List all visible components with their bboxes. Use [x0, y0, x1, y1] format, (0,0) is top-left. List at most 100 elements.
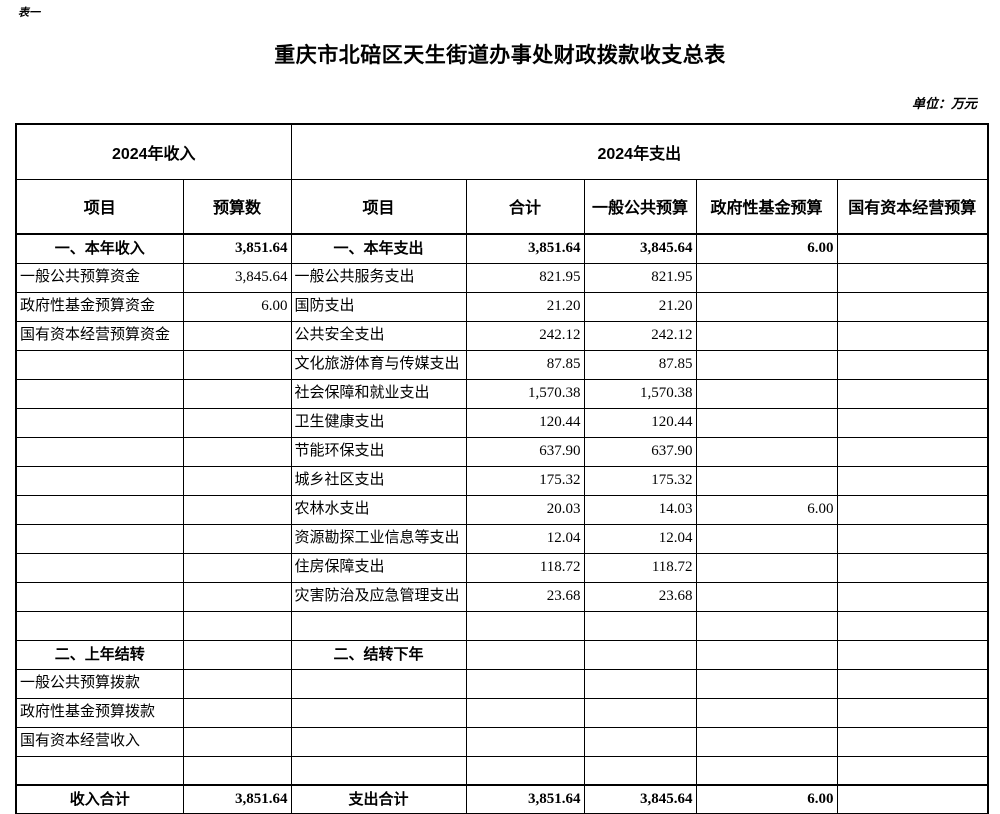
expense-total-cell: 21.20: [465, 291, 585, 322]
expense-general-cell: 14.03: [583, 494, 697, 525]
expense-fund-cell: 6.00: [695, 494, 838, 525]
expense-general-cell: 3,845.64: [583, 784, 697, 814]
expense-capital-cell: [836, 349, 989, 380]
income-item-cell: 国有资本经营预算资金: [15, 320, 184, 351]
income-item-cell: 政府性基金预算资金: [15, 291, 184, 322]
income-item-cell: [15, 552, 184, 583]
expense-total-cell: 20.03: [465, 494, 585, 525]
expense-fund-cell: [695, 581, 838, 612]
expense-fund-cell: [695, 320, 838, 351]
expense-item-cell: 卫生健康支出: [290, 407, 467, 438]
income-item-cell: [15, 755, 184, 786]
expense-total-cell: 3,851.64: [465, 784, 585, 814]
income-item-cell: 一般公共预算拨款: [15, 668, 184, 699]
expense-item-cell: [290, 697, 467, 728]
expense-item-cell: [290, 668, 467, 699]
expense-capital-cell: [836, 523, 989, 554]
expense-total-cell: [465, 610, 585, 641]
expense-state-capital-header: 国有资本经营预算: [836, 178, 989, 235]
expense-total-cell: [465, 639, 585, 670]
expense-general-cell: 23.68: [583, 581, 697, 612]
expense-capital-cell: [836, 755, 989, 786]
expense-total-cell: [465, 726, 585, 757]
expense-general-cell: [583, 726, 697, 757]
expense-capital-cell: [836, 262, 989, 293]
income-item-cell: 一、本年收入: [15, 233, 184, 264]
column-header-row: 项目 预算数 项目 合计 一般公共预算 政府性基金预算 国有资本经营预算: [15, 178, 989, 235]
expense-total-cell: [465, 668, 585, 699]
table-body: 一、本年收入 3,851.64 一、本年支出 3,851.64 3,845.64 6.00…: [15, 233, 989, 814]
income-budget-cell: 3,851.64: [182, 233, 292, 264]
expense-group-header: 2024年支出: [290, 123, 989, 180]
income-budget-cell: [182, 581, 292, 612]
table-row: 政府性基金预算资金 6.00 国防支出 21.20 21.20: [15, 291, 989, 322]
income-budget-cell: [182, 610, 292, 641]
table-row: 一般公共预算拨款: [15, 668, 989, 699]
income-item-cell: [15, 610, 184, 641]
expense-general-cell: 12.04: [583, 523, 697, 554]
expense-capital-cell: [836, 610, 989, 641]
expense-fund-cell: [695, 639, 838, 670]
expense-total-header: 合计: [465, 178, 585, 235]
income-group-header: 2024年收入: [15, 123, 292, 180]
expense-fund-cell: [695, 349, 838, 380]
income-item-cell: 政府性基金预算拨款: [15, 697, 184, 728]
table-row: 国有资本经营收入: [15, 726, 989, 757]
expense-total-cell: 120.44: [465, 407, 585, 438]
page-title: 重庆市北碚区天生街道办事处财政拨款收支总表: [274, 44, 726, 67]
income-item-cell: [15, 407, 184, 438]
table-row: 文化旅游体育与传媒支出 87.85 87.85: [15, 349, 989, 380]
income-budget-cell: [182, 465, 292, 496]
expense-general-cell: 637.90: [583, 436, 697, 467]
expense-total-cell: 175.32: [465, 465, 585, 496]
income-budget-cell: [182, 378, 292, 409]
table-row: 灾害防治及应急管理支出 23.68 23.68: [15, 581, 989, 612]
expense-item-cell: 一般公共服务支出: [290, 262, 467, 293]
table-row: 农林水支出 20.03 14.03 6.00: [15, 494, 989, 525]
expense-general-cell: 1,570.38: [583, 378, 697, 409]
expense-capital-cell: [836, 407, 989, 438]
expense-capital-cell: [836, 465, 989, 496]
income-item-cell: [15, 436, 184, 467]
table-row: 二、上年结转 二、结转下年: [15, 639, 989, 670]
income-item-cell: 二、上年结转: [15, 639, 184, 670]
expense-item-cell: 住房保障支出: [290, 552, 467, 583]
expense-general-cell: 3,845.64: [583, 233, 697, 264]
expense-capital-cell: [836, 320, 989, 351]
expense-item-cell: 灾害防治及应急管理支出: [290, 581, 467, 612]
expense-item-cell: 资源勘探工业信息等支出: [290, 523, 467, 554]
expense-item-cell: [290, 610, 467, 641]
income-budget-cell: [182, 697, 292, 728]
expense-item-cell: [290, 726, 467, 757]
expense-fund-cell: [695, 697, 838, 728]
expense-general-cell: [583, 639, 697, 670]
summary-table: 2024年收入 2024年支出 项目 预算数 项目 合计 一般公共预算 政府性基…: [15, 123, 990, 814]
table-row: 社会保障和就业支出 1,570.38 1,570.38: [15, 378, 989, 409]
income-budget-cell: 3,845.64: [182, 262, 292, 293]
expense-general-cell: 175.32: [583, 465, 697, 496]
expense-fund-cell: [695, 668, 838, 699]
expense-general-cell: 120.44: [583, 407, 697, 438]
expense-capital-cell: [836, 552, 989, 583]
income-budget-cell: [182, 639, 292, 670]
table-row: [15, 610, 989, 641]
sheet-label: 表一: [18, 7, 40, 19]
table-row: [15, 755, 989, 786]
expense-total-cell: 118.72: [465, 552, 585, 583]
expense-fund-cell: [695, 262, 838, 293]
expense-total-cell: 242.12: [465, 320, 585, 351]
expense-item-header: 项目: [290, 178, 467, 235]
income-budget-cell: 3,851.64: [182, 784, 292, 814]
expense-total-cell: 637.90: [465, 436, 585, 467]
expense-item-cell: 国防支出: [290, 291, 467, 322]
income-item-cell: 国有资本经营收入: [15, 726, 184, 757]
income-budget-cell: [182, 726, 292, 757]
income-item-cell: [15, 523, 184, 554]
expense-total-cell: [465, 755, 585, 786]
income-budget-cell: 6.00: [182, 291, 292, 322]
expense-item-cell: 城乡社区支出: [290, 465, 467, 496]
expense-capital-cell: [836, 291, 989, 322]
expense-general-cell: 821.95: [583, 262, 697, 293]
income-item-cell: 一般公共预算资金: [15, 262, 184, 293]
expense-fund-cell: [695, 755, 838, 786]
